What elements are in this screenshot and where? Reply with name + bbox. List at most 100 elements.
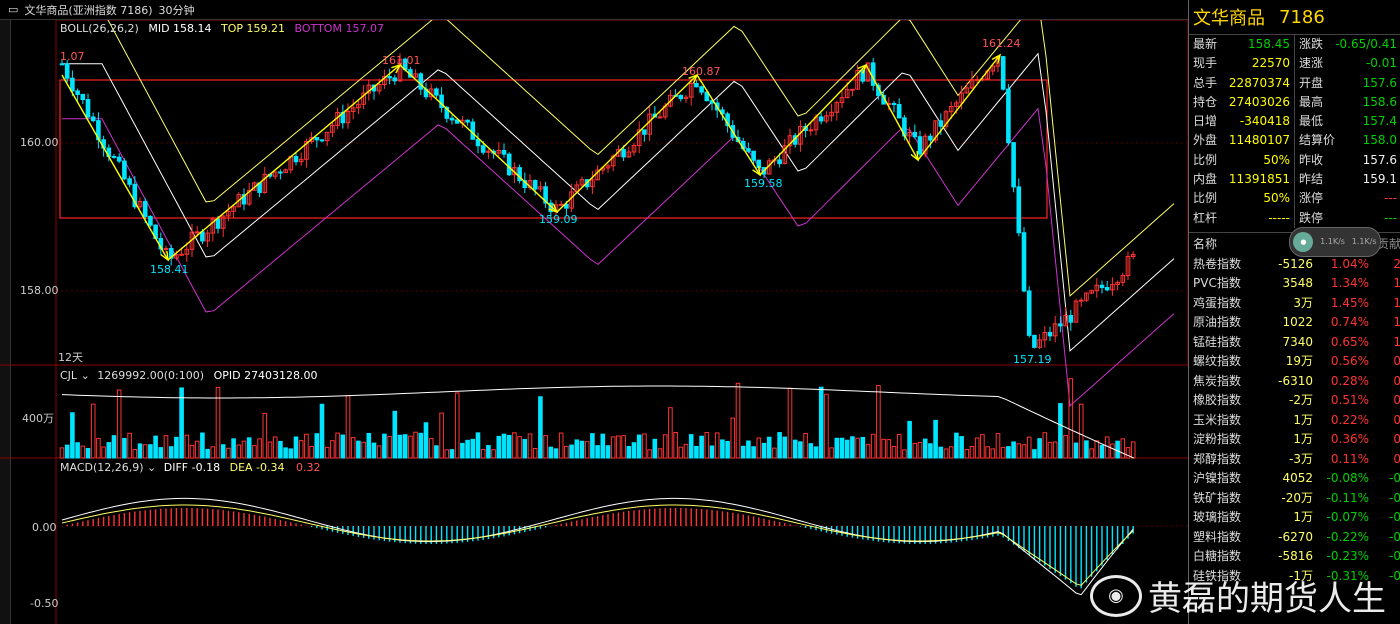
list-item[interactable]: 白糖指数 -5816 -0.23% -0 — [1193, 549, 1400, 564]
volume-bar — [163, 435, 169, 459]
list-item[interactable]: 玻璃指数 1万 -0.07% -0 — [1193, 510, 1400, 525]
speed-badge[interactable]: ● 1.1K/s 1.1K/s — [1289, 226, 1381, 257]
candle-body — [231, 206, 236, 212]
volume-bar — [907, 420, 912, 459]
volume-bar — [808, 443, 814, 459]
candle-body — [205, 232, 210, 242]
list-item[interactable]: 郑醇指数-3万0.11%0 — [1193, 451, 1400, 466]
volume-bar — [574, 439, 580, 459]
candle-body — [1032, 334, 1037, 348]
window-icon[interactable]: ▭ — [8, 3, 19, 16]
volume-bar — [220, 444, 226, 459]
volume-bar — [309, 445, 314, 459]
candle-body — [75, 90, 80, 95]
volume-bar — [855, 437, 860, 459]
volume-bar — [590, 433, 595, 459]
kline-chart[interactable]: 160.00 158.00 12天 400万 0.00 -0.50 1.07 1… — [0, 20, 1188, 624]
volume-bar — [148, 444, 153, 459]
volume-bar — [647, 449, 652, 459]
volume-bar — [959, 436, 964, 459]
volume-bar — [564, 445, 569, 459]
volume-bar — [252, 445, 257, 459]
candle-body — [647, 113, 652, 135]
candle-body — [808, 129, 814, 132]
volume-bar — [969, 446, 975, 459]
list-item[interactable]: 沪镍指数 4052 -0.08% -0 — [1193, 471, 1400, 486]
volume-bar — [834, 437, 840, 459]
volume-bar — [506, 434, 512, 459]
list-item[interactable]: 铁矿指数 -20万 -0.11% -0 — [1193, 490, 1400, 505]
period-selector[interactable]: 30分钟 — [158, 3, 195, 17]
candle-body — [943, 111, 949, 127]
volume-bar — [605, 445, 611, 459]
volume-bar — [153, 435, 158, 459]
candle-body — [1006, 88, 1011, 144]
quote-row: 日增 -340418 最低 157.4 — [1189, 112, 1400, 132]
candle-body — [860, 70, 866, 82]
volume-bar — [725, 440, 730, 459]
volume-bar — [434, 445, 439, 459]
candle-body — [142, 201, 148, 217]
volume-bar — [319, 403, 325, 459]
arrow-head — [991, 53, 1002, 64]
candle-body — [1063, 315, 1068, 327]
list-item[interactable]: 塑料指数 -6270 -0.22% -0 — [1193, 529, 1400, 544]
volume-bar — [90, 403, 96, 459]
candle-body — [470, 121, 476, 140]
volume-bar — [392, 410, 398, 459]
boll-header: BOLL(26,26,2) MID 158.14 TOP 159.21 BOTT… — [60, 22, 384, 35]
candle-body — [387, 76, 392, 79]
list-item[interactable]: 硅铁指数 -1万 -0.31% -0 — [1193, 568, 1400, 583]
volume-bar — [340, 434, 346, 459]
list-item[interactable]: 橡胶指数-2万0.51%0 — [1193, 393, 1400, 408]
volume-bar — [402, 434, 408, 459]
candle-body — [787, 135, 793, 147]
volume-bar — [777, 432, 782, 459]
candle-body — [990, 65, 996, 72]
volume-bar — [1037, 438, 1042, 459]
candle-body — [824, 115, 829, 122]
volume-bar — [1000, 446, 1006, 459]
volume-bar — [1047, 441, 1053, 459]
candle-body — [850, 88, 855, 91]
candle-body — [465, 119, 470, 123]
volume-bar — [1099, 444, 1105, 459]
volume-bar — [1130, 441, 1136, 459]
volume-bar — [174, 436, 179, 459]
annot-high-1: 161.01 — [382, 54, 421, 67]
volume-bar — [954, 432, 959, 459]
candle-body — [506, 153, 512, 176]
volume-bar — [356, 440, 361, 459]
left-toolbar[interactable] — [0, 20, 11, 624]
volume-bar — [350, 437, 356, 459]
volume-bar — [1058, 403, 1063, 459]
volume-bar — [465, 439, 470, 459]
volume-bar — [683, 443, 689, 459]
volume-bar — [558, 432, 564, 459]
macd-axis-1: -0.50 — [30, 597, 58, 610]
volume-bar — [865, 444, 871, 459]
volume-bar — [668, 407, 673, 459]
candle-body — [85, 99, 91, 118]
volume-bar — [917, 441, 923, 459]
candle-body — [163, 248, 169, 251]
volume-bar — [428, 438, 434, 459]
candle-body — [699, 86, 704, 93]
volume-bar — [740, 445, 746, 459]
volume-bar — [610, 436, 616, 459]
candle-body — [501, 150, 507, 155]
candle-body — [350, 107, 356, 112]
candle-body — [642, 129, 647, 135]
candle-body — [631, 145, 637, 153]
trend-arrow — [556, 74, 698, 213]
